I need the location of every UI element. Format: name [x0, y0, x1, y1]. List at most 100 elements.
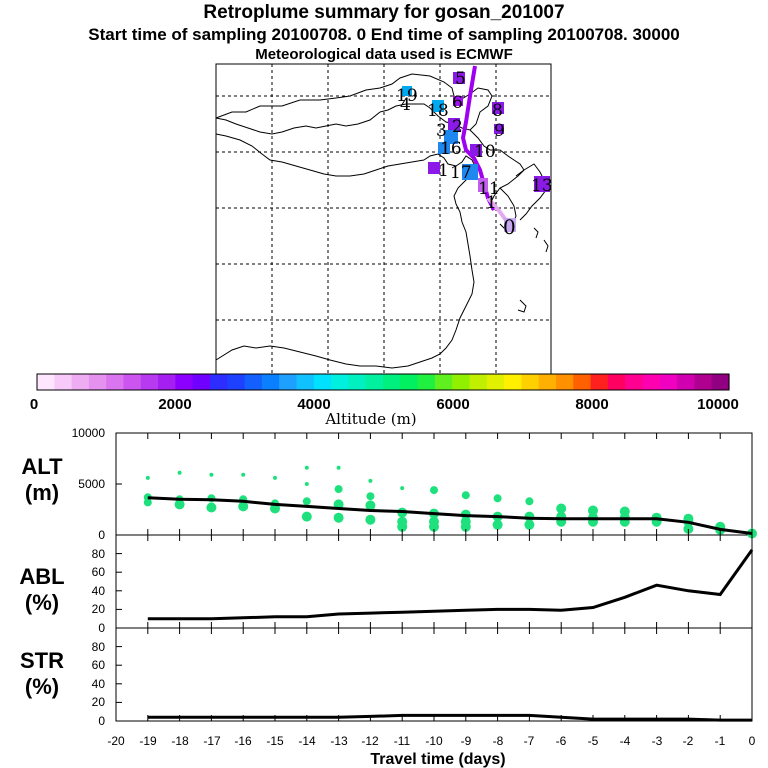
alt-scatter-point	[460, 516, 471, 527]
alt-scatter-point	[400, 486, 405, 491]
alt-scatter-point	[177, 470, 182, 475]
abl-panel-frame	[115, 534, 753, 629]
colorbar-swatch	[331, 374, 349, 390]
str-y-ticks: 80 60 40 20 0	[92, 640, 106, 728]
colorbar-swatch	[348, 374, 367, 390]
marker-square	[478, 178, 488, 192]
abl-y-tick: 20	[92, 602, 106, 616]
x-tick: -1	[715, 734, 726, 748]
str-y-tick: 0	[98, 714, 105, 728]
str-y-tick: 40	[92, 677, 106, 691]
str-label: STR	[20, 648, 64, 673]
str-y-tick: 80	[92, 640, 106, 654]
alt-scatter-point	[461, 491, 470, 500]
map-label: 19	[396, 86, 418, 106]
colorbar-tick: 10000	[697, 396, 739, 413]
colorbar-swatch	[158, 374, 176, 390]
map-label: 10	[474, 142, 496, 162]
colorbar-swatch	[556, 374, 574, 390]
chart-title: Retroplume summary for gosan_201007	[203, 2, 565, 23]
abl-y-tick: 80	[92, 547, 106, 561]
colorbar-tick: 2000	[158, 396, 191, 413]
colorbar-swatch	[175, 374, 194, 390]
alt-unit: (m)	[25, 480, 59, 505]
alt-scatter-point	[273, 475, 277, 480]
x-tick: -7	[524, 734, 535, 748]
alt-scatter-point	[333, 512, 344, 523]
marker-square	[453, 72, 465, 84]
x-tick: -3	[652, 734, 663, 748]
abl-fraction-line	[147, 549, 754, 621]
x-tick: -14	[298, 734, 316, 748]
colorbar-swatch	[227, 374, 246, 390]
x-axis-title: Travel time (days)	[370, 751, 505, 768]
marker-square	[432, 100, 444, 112]
colorbar-swatch	[140, 374, 159, 390]
colorbar-swatch	[210, 374, 228, 390]
marker-square	[462, 164, 478, 180]
map-label: 8	[492, 101, 503, 121]
colorbar-swatch	[365, 374, 384, 390]
alt-scatter-point	[206, 502, 217, 513]
alt-scatter-point	[238, 501, 249, 512]
colorbar-swatch	[54, 374, 73, 390]
marker-square	[492, 102, 504, 114]
str-fraction-line	[147, 713, 752, 722]
colorbar-swatch	[504, 374, 522, 390]
x-tick: -20	[107, 734, 125, 748]
marker-square	[438, 142, 450, 154]
alt-scatter-point	[524, 519, 535, 530]
colorbar-swatch	[313, 374, 332, 390]
x-tick: -16	[234, 734, 252, 748]
trajectory-markers	[402, 72, 550, 232]
colorbar-swatch	[106, 374, 125, 390]
alt-scatter-point	[241, 472, 246, 477]
alt-scatter-point	[336, 465, 341, 470]
marker-square	[470, 144, 482, 156]
map-label: 11	[478, 179, 500, 199]
marker-square	[444, 130, 458, 144]
abl-y-ticks: 80 60 40 20 0	[92, 547, 106, 635]
alt-label: ALT	[21, 454, 63, 479]
colorbar-swatch	[279, 374, 298, 390]
x-tick: -18	[171, 734, 189, 748]
alt-mean-line	[147, 496, 753, 535]
alt-line	[147, 496, 753, 535]
alt-y-tick: 0	[98, 528, 105, 542]
colorbar-swatch	[434, 374, 453, 390]
colorbar-swatch	[538, 374, 557, 390]
x-tick: -8	[493, 734, 504, 748]
y-tick-marks	[116, 432, 122, 722]
abl-y-tick: 40	[92, 584, 106, 598]
colorbar-swatch	[123, 374, 142, 390]
alt-y-tick: 10000	[72, 426, 106, 440]
x-tick: -10	[425, 734, 443, 748]
alt-scatter-point	[334, 485, 343, 494]
colorbar-tick: 8000	[575, 396, 608, 413]
alt-scatter-point	[588, 505, 598, 516]
str-panel-frame	[115, 627, 753, 722]
alt-scatter-point	[493, 494, 502, 503]
colorbar-swatch	[625, 374, 644, 390]
str-line	[147, 713, 752, 722]
map-label: 18	[427, 101, 449, 121]
colorbar-swatch	[71, 374, 90, 390]
abl-y-tick: 0	[98, 621, 105, 635]
alt-y-tick: 5000	[78, 477, 105, 491]
x-tick: -4	[620, 734, 631, 748]
map-label: 13	[531, 176, 553, 196]
str-y-tick: 20	[92, 695, 106, 709]
colorbar-swatch	[659, 374, 678, 390]
x-tick: -17	[203, 734, 221, 748]
marker-square	[534, 176, 550, 192]
colorbar-swatch	[192, 374, 211, 390]
x-tick: -13	[330, 734, 348, 748]
map-label: 9	[494, 121, 505, 141]
map-label: 17	[450, 163, 472, 183]
alt-scatter-point	[304, 465, 309, 470]
alt-scatter-point	[365, 500, 376, 511]
colorbar-swatch	[711, 374, 730, 390]
map-label: 4	[400, 95, 411, 115]
alt-scatter-point	[525, 497, 534, 506]
abl-line	[147, 549, 754, 621]
